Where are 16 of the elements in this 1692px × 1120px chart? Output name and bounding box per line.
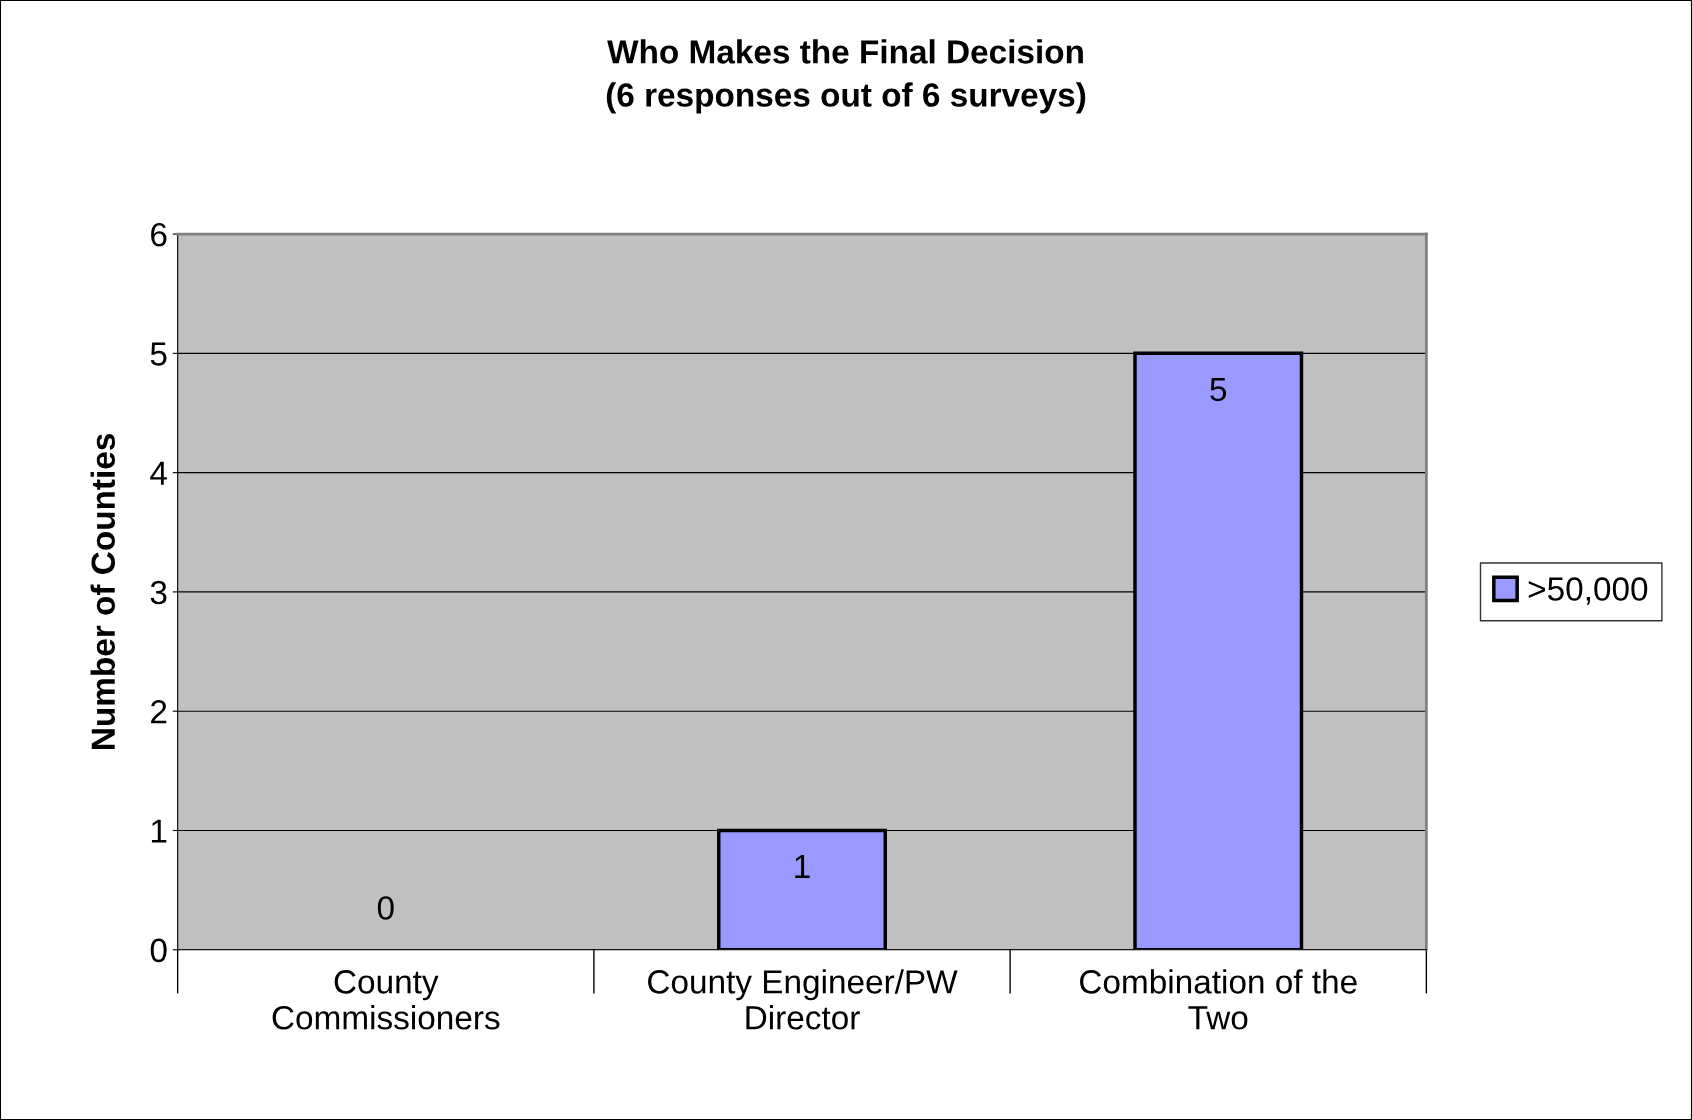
data-label: 1: [795, 855, 810, 878]
x-tick-label: County Commissioners: [272, 970, 500, 1030]
y-tick-label: 5: [150, 342, 167, 366]
y-tick-label: 6: [151, 222, 167, 247]
x-tick-label: County Engineer/PW Director: [648, 969, 958, 1030]
y-tick-label: 2: [151, 700, 167, 724]
x-tick-label: Combination of the Two: [1080, 969, 1357, 1030]
y-tick-label: 0: [150, 938, 167, 963]
legend-label: >50,000: [1528, 577, 1648, 605]
y-tick-label: 4: [150, 461, 167, 485]
chart-title: Who Makes the Final Decision (6 responses out of 6 surveys): [606, 39, 1086, 114]
data-label: 0: [377, 896, 394, 920]
y-tick-label: 3: [150, 580, 167, 605]
y-tick-label: 1: [151, 819, 167, 843]
data-label: 5: [1210, 377, 1227, 402]
y-axis-title: Number of Counties: [90, 434, 116, 749]
